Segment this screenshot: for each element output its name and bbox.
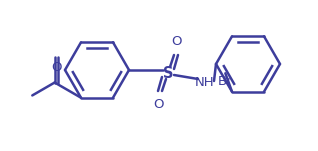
- Text: O: O: [172, 35, 182, 48]
- Text: S: S: [163, 66, 173, 80]
- Text: Br: Br: [218, 75, 233, 88]
- Text: NH: NH: [195, 76, 215, 88]
- Text: O: O: [51, 61, 62, 74]
- Text: O: O: [154, 98, 164, 111]
